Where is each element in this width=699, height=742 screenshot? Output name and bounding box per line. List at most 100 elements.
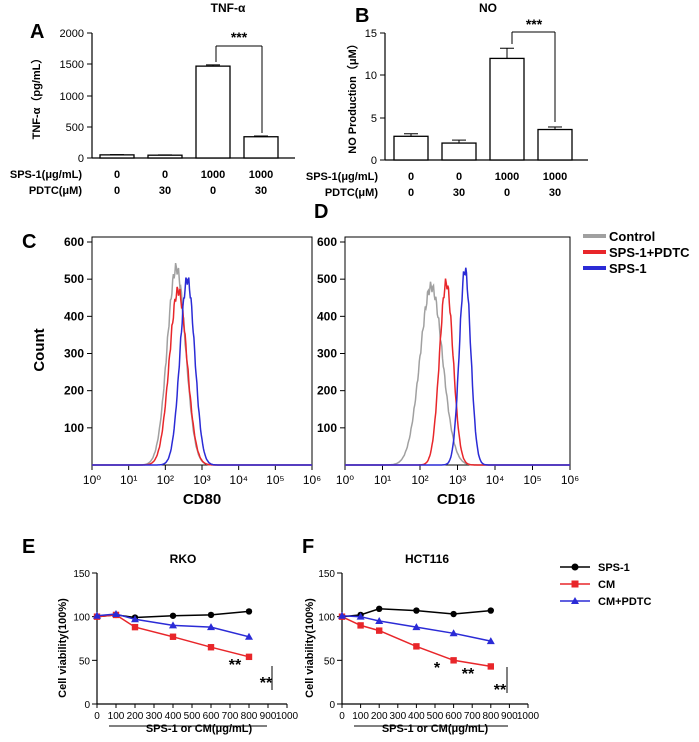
x-tick-label: 700 bbox=[464, 711, 481, 722]
x-tick-label: 1000 bbox=[276, 711, 299, 722]
y-axis-label: TNF-α（pg/mL） bbox=[30, 53, 43, 140]
condition-table-b: 0 0 1000 1000 0 30 0 30 bbox=[408, 171, 567, 199]
x-tick-label: 0 bbox=[94, 711, 100, 722]
data-point bbox=[357, 622, 364, 629]
x-tick-label: 10³ bbox=[193, 473, 210, 487]
y-tick-label: 100 bbox=[317, 421, 337, 435]
y-tick-label: 500 bbox=[66, 122, 84, 134]
x-tick-label: 10² bbox=[157, 473, 174, 487]
data-point bbox=[245, 632, 253, 640]
x-tick-label: 10⁶ bbox=[303, 473, 321, 487]
y-tick-label: 0 bbox=[371, 155, 377, 167]
condition-value: 0 bbox=[456, 171, 462, 183]
x-tick-label: 100 bbox=[108, 711, 125, 722]
x-axis-label: CD16 bbox=[437, 491, 475, 508]
y-tick-label: 300 bbox=[317, 347, 337, 361]
data-point bbox=[376, 605, 383, 613]
data-point bbox=[487, 607, 494, 614]
x-tick-label: 300 bbox=[389, 711, 406, 722]
x-tick-label: 300 bbox=[146, 711, 163, 722]
y-axis-label: Count bbox=[31, 328, 48, 371]
y-axis-label: Cell viability(100%) bbox=[304, 598, 316, 698]
condition-value: 30 bbox=[159, 185, 171, 197]
x-tick-label: 1000 bbox=[517, 711, 540, 722]
panel-d-frame bbox=[344, 236, 571, 466]
x-tick-label: 10⁵ bbox=[523, 473, 541, 487]
x-tick-label: 10⁰ bbox=[336, 473, 354, 487]
legend-label: SPS-1+PDTC bbox=[609, 245, 690, 260]
legend-marker-square bbox=[571, 580, 579, 588]
condition-value: 30 bbox=[453, 187, 465, 199]
condition-table-a: 0 0 1000 1000 0 30 0 30 bbox=[114, 169, 273, 197]
y-tick-label: 0 bbox=[78, 153, 84, 165]
condition-value: 30 bbox=[255, 185, 267, 197]
x-axis-label: CD80 bbox=[183, 491, 221, 508]
bar bbox=[489, 57, 525, 161]
panel-label-e: E bbox=[22, 536, 35, 558]
condition-value: 30 bbox=[549, 187, 561, 199]
panel-label-d: D bbox=[314, 201, 328, 223]
x-tick-label: 400 bbox=[408, 711, 425, 722]
bar bbox=[537, 128, 573, 161]
significance-label: *** bbox=[526, 16, 543, 32]
panel-label-a: A bbox=[30, 21, 44, 43]
y-tick-label: 500 bbox=[317, 272, 337, 286]
y-axis-label: Cell viability(100%) bbox=[57, 598, 69, 698]
y-tick-label: 100 bbox=[318, 613, 335, 624]
condition-value: 0 bbox=[162, 169, 168, 181]
y-tick-label: 5 bbox=[371, 113, 377, 125]
x-tick-label: 600 bbox=[203, 711, 220, 722]
histogram-line bbox=[345, 267, 570, 466]
data-point bbox=[450, 657, 457, 664]
data-point bbox=[207, 611, 215, 619]
line-legend: SPS-1 CM CM+PDTC bbox=[560, 562, 652, 608]
panel-label-c: C bbox=[22, 231, 36, 253]
x-tick-label: 500 bbox=[184, 711, 201, 722]
flow-legend: Control SPS-1+PDTC SPS-1 bbox=[583, 229, 690, 276]
x-tick-label: 10¹ bbox=[374, 473, 391, 487]
y-tick-label: 0 bbox=[84, 700, 90, 711]
y-tick-label: 0 bbox=[329, 700, 335, 711]
series-line bbox=[96, 613, 250, 638]
legend-label: CM bbox=[598, 579, 615, 591]
data-point bbox=[338, 611, 346, 619]
y-tick-label: 1000 bbox=[60, 91, 84, 103]
x-tick-label: 10⁵ bbox=[266, 473, 284, 487]
legend-label: Control bbox=[609, 229, 655, 244]
series-line bbox=[341, 615, 491, 642]
data-point bbox=[413, 643, 420, 650]
panel-c-frame bbox=[91, 236, 313, 466]
data-point bbox=[169, 633, 177, 640]
bar bbox=[195, 65, 231, 159]
y-tick-label: 2000 bbox=[60, 28, 84, 40]
x-tick-label: 10² bbox=[411, 473, 428, 487]
y-tick-label: 600 bbox=[317, 235, 337, 249]
histogram-line bbox=[92, 277, 312, 466]
panel-d-axes: 10⁰ 10¹ 10² 10³ 10⁴ 10⁵ 10⁶ 100 200 300 400 500 600 bbox=[317, 235, 579, 487]
condition-value: 1000 bbox=[201, 169, 225, 181]
x-tick-label: 10³ bbox=[449, 473, 466, 487]
y-tick-label: 400 bbox=[317, 309, 337, 323]
x-tick-label: 800 bbox=[482, 711, 499, 722]
x-tick-label: 400 bbox=[165, 711, 182, 722]
legend-label: SPS-1 bbox=[609, 261, 647, 276]
panel-f-title: HCT116 bbox=[405, 552, 449, 566]
data-point bbox=[93, 611, 101, 619]
x-tick-label: 500 bbox=[427, 711, 444, 722]
condition-value: 0 bbox=[210, 185, 216, 197]
data-point bbox=[245, 653, 253, 661]
row-label: PDTC(μM) bbox=[29, 185, 83, 197]
legend-marker-circle bbox=[571, 563, 579, 571]
panel-label-b: B bbox=[355, 5, 369, 27]
significance-bracket-a bbox=[215, 45, 263, 133]
data-point bbox=[449, 629, 458, 637]
significance-bracket-b bbox=[511, 31, 556, 122]
data-point bbox=[450, 610, 457, 618]
condition-value: 0 bbox=[408, 187, 414, 199]
x-axis-label: SPS-1 or CM(μg/mL) bbox=[382, 723, 489, 735]
significance-label: *** bbox=[231, 29, 248, 45]
significance-label: ** bbox=[494, 682, 507, 699]
y-tick-label: 150 bbox=[318, 569, 335, 580]
